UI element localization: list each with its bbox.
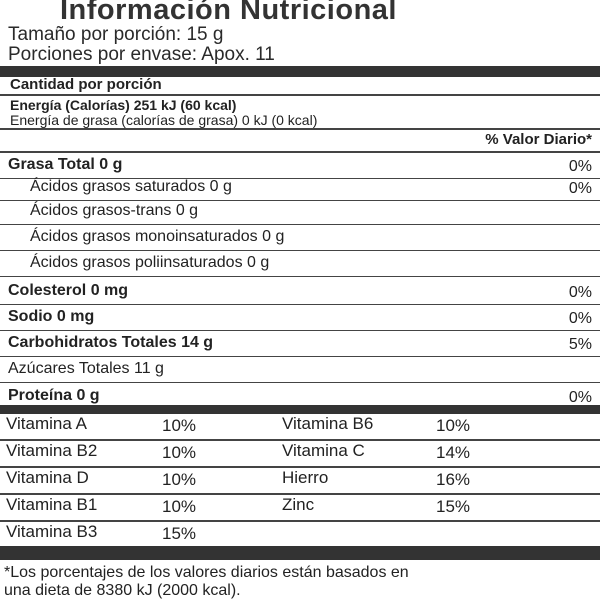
thick-divider <box>0 405 600 414</box>
nutrient-label: Proteína 0 g <box>8 387 100 404</box>
nutrient-label: Carbohidratos Totales 14 g <box>8 334 214 351</box>
nutrient-label: Ácidos grasos saturados 0 g <box>30 178 232 195</box>
label-title: Información Nutricional <box>60 0 397 26</box>
nutrient-daily-value: 5% <box>568 336 592 353</box>
vitamin-daily-value: 16% <box>436 470 471 489</box>
divider <box>0 439 600 441</box>
vitamin-daily-value: 15% <box>162 524 197 543</box>
divider <box>0 94 600 96</box>
footnote: una dieta de 8380 kJ (2000 kcal). <box>4 582 241 599</box>
divider <box>0 128 600 130</box>
divider <box>0 178 600 179</box>
thick-divider <box>0 66 600 77</box>
nutrient-label: Azúcares Totales 11 g <box>8 360 164 377</box>
nutrient-label: Grasa Total 0 g <box>8 156 123 173</box>
daily-value-header: % Valor Diario* <box>485 131 592 148</box>
vitamin-name: Vitamina B1 <box>6 495 98 514</box>
vitamin-name: Vitamina D <box>6 468 89 487</box>
divider <box>0 493 600 495</box>
vitamin-daily-value: 10% <box>162 497 197 516</box>
divider <box>0 224 600 225</box>
footnote: *Los porcentajes de los valores diarios … <box>4 564 409 581</box>
vitamin-name: Vitamina B6 <box>282 414 374 433</box>
divider <box>0 356 600 357</box>
divider <box>0 250 600 251</box>
divider <box>0 304 600 305</box>
vitamin-name: Vitamina C <box>282 441 365 460</box>
vitamin-name: Zinc <box>282 495 315 514</box>
nutrient-label: Ácidos grasos-trans 0 g <box>30 202 199 219</box>
divider <box>0 200 600 201</box>
nutrient-label: Sodio 0 mg <box>8 308 95 325</box>
vitamin-daily-value: 15% <box>436 497 471 516</box>
vitamin-name: Vitamina B2 <box>6 441 98 460</box>
vitamin-name: Vitamina A <box>6 414 87 433</box>
divider <box>0 466 600 468</box>
energy: Energía (Calorías) 251 kJ (60 kcal) <box>10 97 237 113</box>
fat-energy: Energía de grasa (calorías de grasa) 0 k… <box>10 112 318 128</box>
vitamin-daily-value: 10% <box>162 470 197 489</box>
nutrient-label: Ácidos grasos poliinsaturados 0 g <box>30 254 270 271</box>
nutrient-daily-value: 0% <box>568 180 592 197</box>
nutrient-daily-value: 0% <box>568 310 592 327</box>
amount-per-serving: Cantidad por porción <box>10 76 162 93</box>
serving-size: Tamaño por porción: 15 g <box>8 24 224 45</box>
nutrient-label: Colesterol 0 mg <box>8 282 129 299</box>
nutrient-daily-value: 0% <box>568 389 592 406</box>
divider <box>0 330 600 331</box>
vitamin-daily-value: 10% <box>436 416 471 435</box>
vitamin-daily-value: 10% <box>162 443 197 462</box>
vitamin-name: Hierro <box>282 468 329 487</box>
vitamin-name: Vitamina B3 <box>6 522 98 541</box>
divider <box>0 520 600 522</box>
nutrient-daily-value: 0% <box>568 158 592 175</box>
divider <box>0 151 600 153</box>
divider <box>0 276 600 277</box>
vitamin-daily-value: 14% <box>436 443 471 462</box>
nutrient-label: Ácidos grasos monoinsaturados 0 g <box>30 228 285 245</box>
vitamin-daily-value: 10% <box>162 416 197 435</box>
divider <box>0 382 600 383</box>
nutrient-daily-value: 0% <box>568 284 592 301</box>
thick-divider <box>0 546 600 560</box>
servings-per-container: Porciones por envase: Apox. 11 <box>8 44 275 65</box>
